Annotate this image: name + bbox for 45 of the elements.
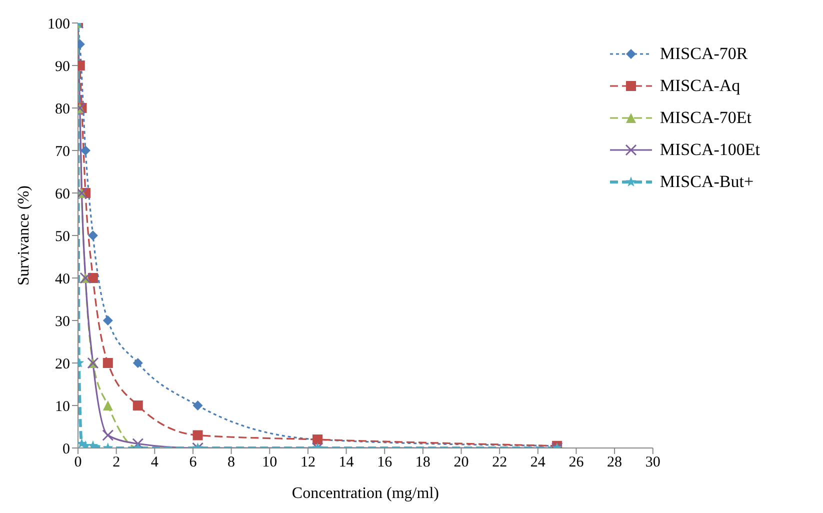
point bbox=[192, 400, 203, 410]
y-axis-title: Survivance (%) bbox=[16, 186, 33, 286]
point bbox=[192, 430, 203, 440]
x-tick-label: 4 bbox=[150, 454, 159, 471]
x-tick-label: 12 bbox=[300, 454, 316, 471]
x-tick-label: 14 bbox=[338, 454, 354, 471]
y-tick-label: 30 bbox=[55, 314, 70, 330]
y-tick-label: 50 bbox=[55, 228, 70, 245]
x-tick-label: 10 bbox=[262, 454, 278, 471]
point bbox=[102, 400, 113, 410]
x-tick-label: 16 bbox=[377, 454, 393, 471]
point bbox=[102, 358, 113, 368]
y-tick-label: 40 bbox=[55, 271, 70, 288]
y-tick-label: 100 bbox=[48, 16, 70, 32]
point bbox=[102, 430, 114, 441]
y-tick-label: 60 bbox=[55, 186, 70, 202]
x-tick-label: 18 bbox=[415, 454, 430, 471]
x-tick-label: 28 bbox=[607, 454, 622, 471]
point bbox=[132, 400, 143, 410]
point bbox=[80, 146, 90, 156]
x-axis-title: Concentration (mg/ml) bbox=[292, 485, 439, 502]
x-tick-label: 22 bbox=[492, 454, 508, 471]
y-tick-label: 90 bbox=[55, 58, 70, 75]
y-tick-label: 80 bbox=[55, 101, 70, 118]
legend-label: MISCA-But+ bbox=[660, 171, 754, 193]
y-tick-label: 0 bbox=[62, 441, 70, 458]
x-tick-label: 20 bbox=[454, 454, 469, 471]
point bbox=[132, 438, 144, 448]
legend-label: MISCA-Aq bbox=[660, 75, 740, 97]
legend-label: MISCA-70R bbox=[660, 43, 748, 65]
x-tick-label: 8 bbox=[228, 454, 236, 471]
x-tick-label: 6 bbox=[189, 454, 198, 471]
legend-label: MISCA-100Et bbox=[660, 139, 760, 161]
x-tick-label: 2 bbox=[112, 454, 120, 471]
x-tick-label: 0 bbox=[74, 454, 82, 471]
point bbox=[102, 316, 113, 326]
y-tick-label: 70 bbox=[55, 144, 70, 160]
point bbox=[88, 230, 98, 240]
x-tick-label: 24 bbox=[530, 454, 546, 471]
y-tick-label: 20 bbox=[55, 356, 70, 372]
x-tick-label: 26 bbox=[568, 454, 584, 471]
x-tick-label: 30 bbox=[645, 454, 660, 471]
y-tick-label: 10 bbox=[55, 398, 70, 415]
point bbox=[132, 358, 143, 368]
legend-label: MISCA-70Et bbox=[660, 107, 752, 129]
